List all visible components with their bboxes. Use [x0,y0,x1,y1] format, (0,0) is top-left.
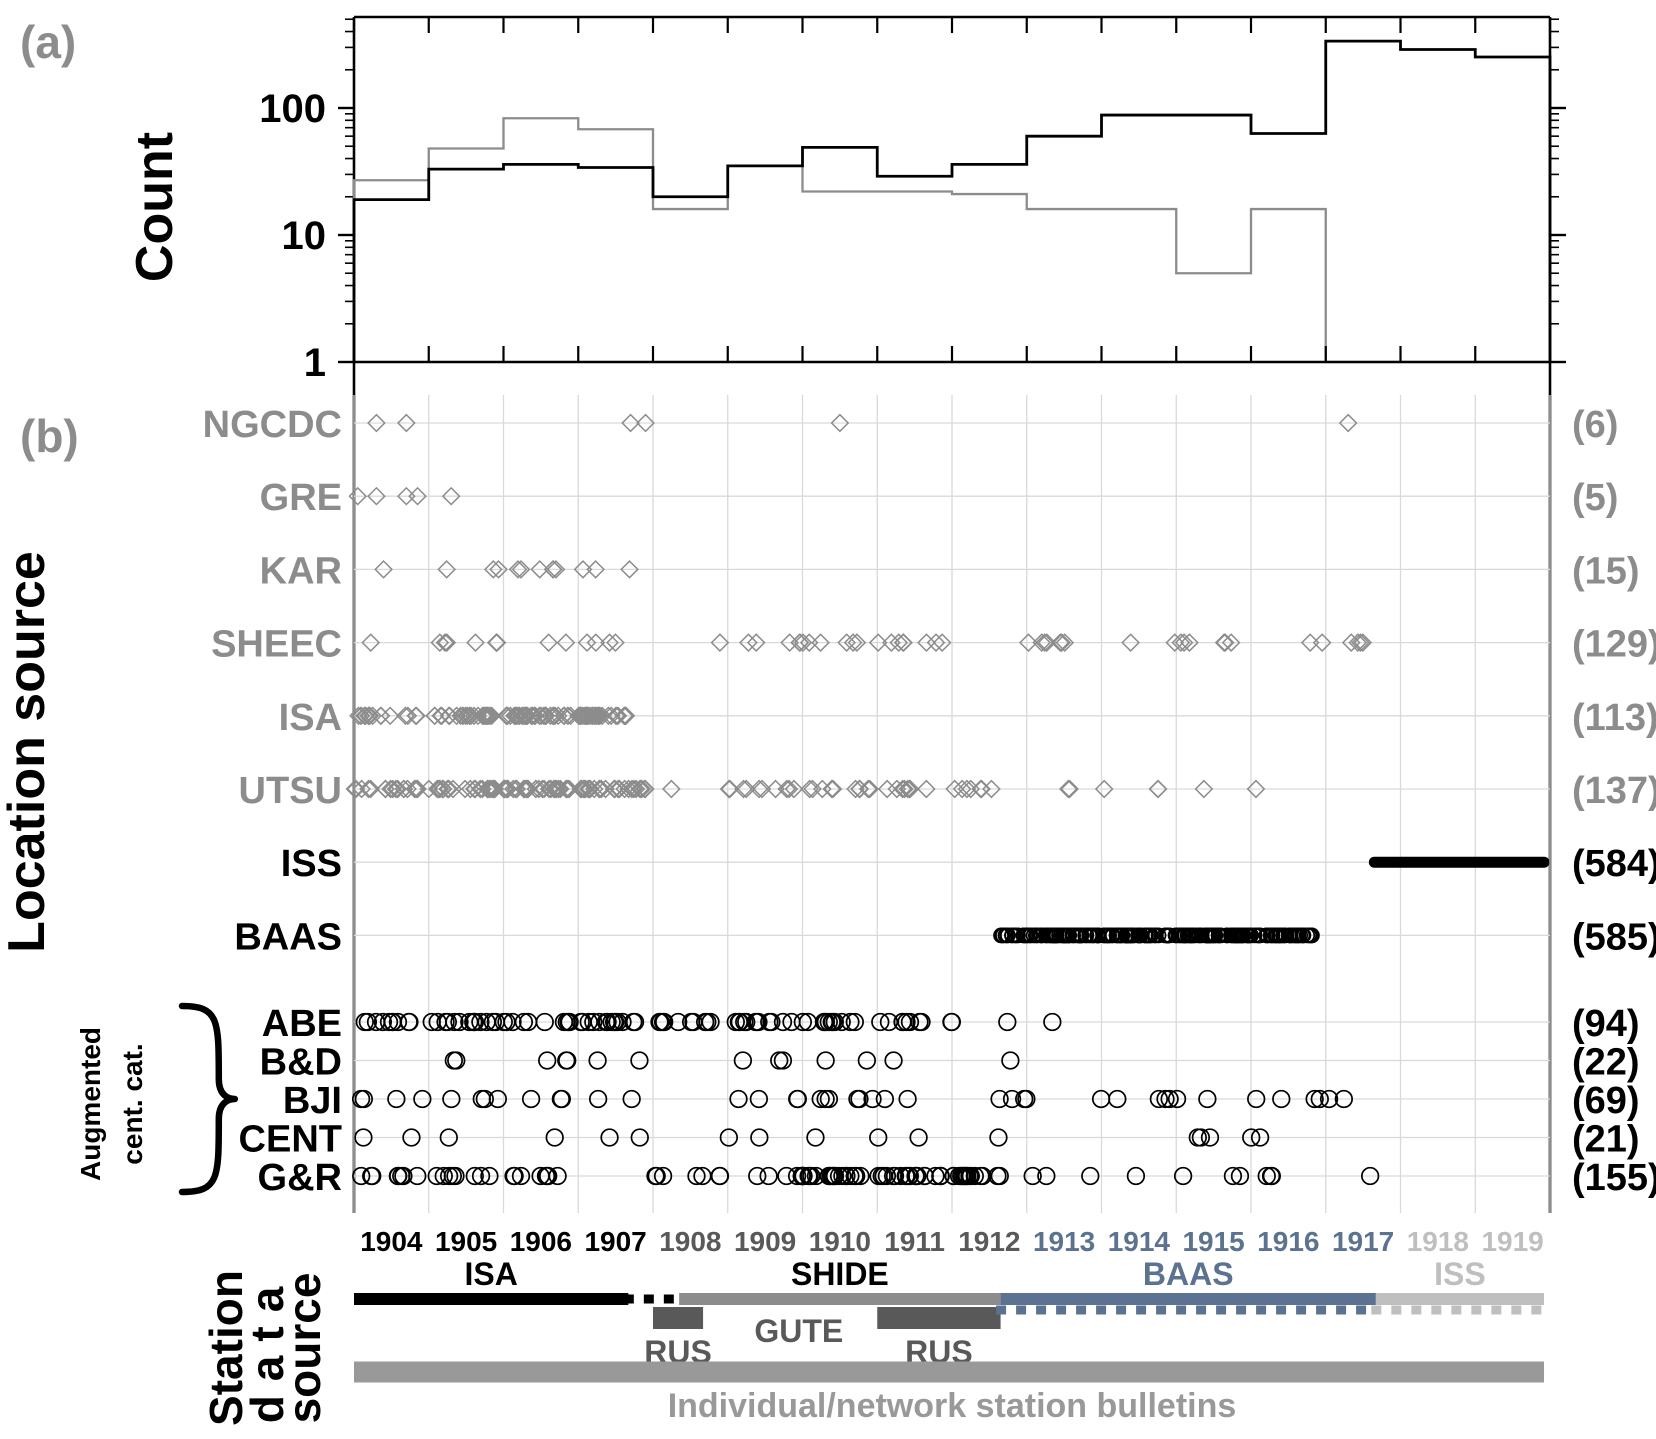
svg-text:1917: 1917 [1332,1226,1394,1257]
svg-text:1916: 1916 [1257,1226,1319,1257]
svg-text:1913: 1913 [1033,1226,1095,1257]
svg-text:1914: 1914 [1108,1226,1171,1257]
svg-text:BAAS: BAAS [1143,1256,1234,1292]
svg-text:1915: 1915 [1182,1226,1244,1257]
